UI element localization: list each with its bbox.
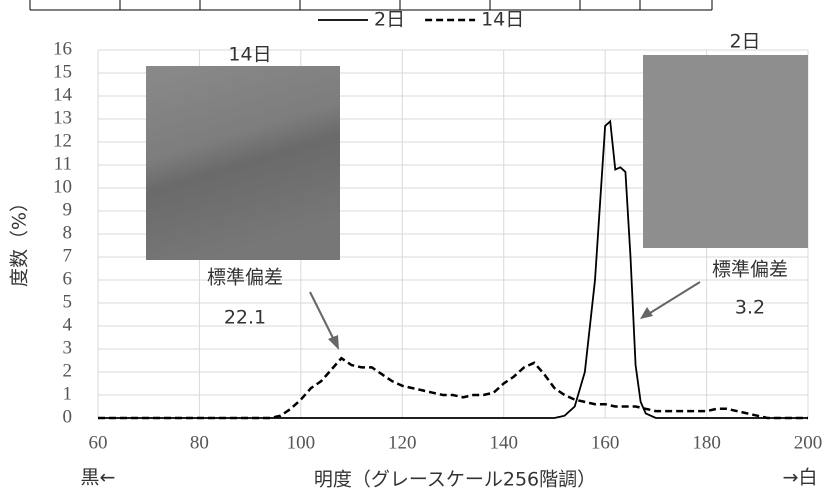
image-title: 14日 [228, 44, 271, 66]
arrow [309, 281, 701, 350]
legend-label: 14日 [481, 9, 524, 31]
top-table-fragment [29, 0, 713, 11]
y-tick-label: 14 [53, 84, 73, 105]
legend-label: 2日 [374, 9, 405, 31]
x-tick-label: 60 [89, 432, 108, 453]
y-tick-label: 0 [63, 406, 73, 427]
y-tick-label: 9 [63, 199, 73, 220]
y-axis-label: 度数（%） [9, 193, 31, 287]
x-note: 黒← [81, 467, 116, 489]
y-tick-label: 3 [63, 337, 73, 358]
image-title: 2日 [729, 31, 760, 53]
x-tick-label: 160 [591, 432, 620, 453]
x-tick-label: 180 [692, 432, 721, 453]
sample-image-14d [146, 66, 340, 260]
series-line [98, 119, 808, 419]
y-tick-label: 11 [54, 153, 72, 174]
annotation-label: 標準偏差 [207, 267, 283, 289]
x-tick-label: 140 [489, 432, 518, 453]
y-tick-label: 1 [63, 383, 73, 404]
x-tick-label: 200 [794, 432, 823, 453]
x-tick-label: 120 [388, 432, 417, 453]
y-tick-label: 13 [53, 107, 72, 128]
x-axis-label: 明度（グレースケール256階調） [314, 469, 596, 491]
x-note: →白 [783, 467, 818, 489]
series-line [98, 356, 808, 420]
y-tick-label: 5 [63, 291, 73, 312]
sample-image-2d [643, 55, 808, 248]
y-tick-label: 10 [53, 176, 72, 197]
annotation-label: 標準偏差 [712, 259, 788, 281]
x-tick-label: 100 [287, 432, 316, 453]
y-tick-label: 15 [53, 61, 72, 82]
y-tick-label: 2 [63, 360, 73, 381]
x-tick-label: 80 [190, 432, 209, 453]
y-tick-label: 4 [63, 314, 73, 335]
annotation-value: 22.1 [224, 307, 266, 329]
y-tick-label: 12 [53, 130, 72, 151]
y-tick-label: 16 [53, 38, 72, 59]
annotation-value: 3.2 [735, 297, 765, 319]
y-tick-label: 8 [63, 222, 73, 243]
y-tick-label: 6 [63, 268, 73, 289]
y-tick-label: 7 [63, 245, 73, 266]
